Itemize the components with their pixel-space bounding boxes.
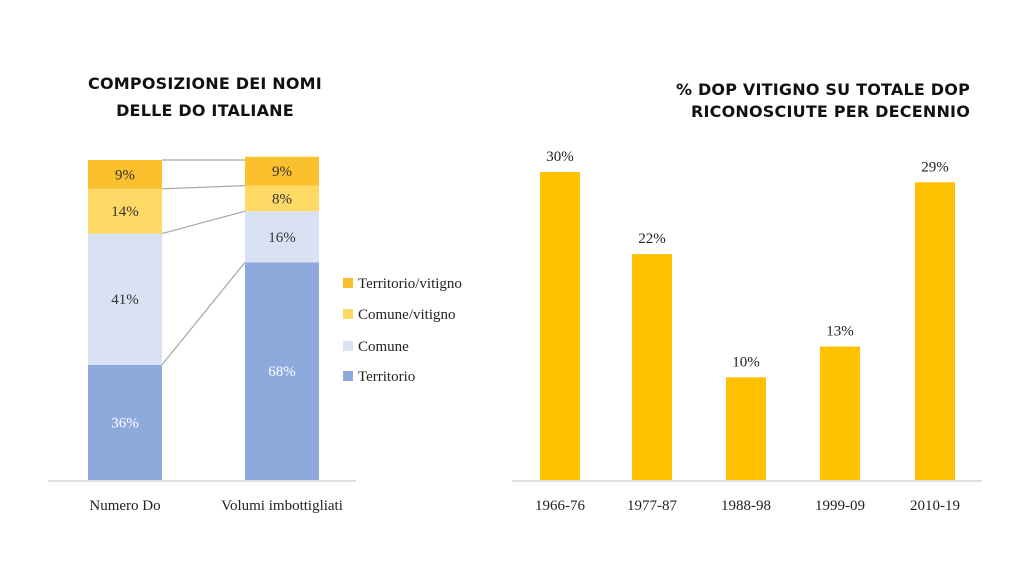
bar-value-label: 30% bbox=[546, 149, 574, 165]
bar bbox=[915, 182, 955, 480]
bar bbox=[540, 172, 580, 480]
segment-label-comune-vitigno: 14% bbox=[111, 204, 139, 220]
segment-label-territorio-vitigno: 9% bbox=[272, 164, 292, 180]
segment-label-territorio: 36% bbox=[111, 415, 139, 431]
legend-label-territorio: Territorio bbox=[358, 369, 415, 385]
connector-line bbox=[161, 210, 246, 235]
right-chart-title: % DOP VITIGNO SU TOTALE DOP RICONOSCIUTE… bbox=[600, 79, 970, 123]
legend-swatch-territorio bbox=[343, 371, 353, 381]
stacked-segment-territorio bbox=[245, 262, 319, 480]
connector-line bbox=[161, 262, 246, 366]
legend-label-comune: Comune bbox=[358, 339, 409, 355]
connector-line bbox=[161, 185, 246, 190]
stacked-segment-territorio bbox=[88, 364, 162, 480]
stacked-segment-comune-vitigno bbox=[245, 185, 319, 212]
bar-value-label: 13% bbox=[826, 324, 854, 340]
left-chart-title-line-1: COMPOSIZIONE DEI NOMI bbox=[88, 74, 322, 93]
x-tick-label: Volumi imbottigliati bbox=[221, 498, 343, 514]
x-tick-label: 1999-09 bbox=[815, 498, 865, 514]
x-tick-label: Numero Do bbox=[89, 498, 160, 514]
x-tick-label: 2010-19 bbox=[910, 498, 960, 514]
segment-label-territorio-vitigno: 9% bbox=[115, 167, 135, 183]
bar-value-label: 22% bbox=[638, 231, 666, 247]
legend-label-comune-vitigno: Comune/vitigno bbox=[358, 307, 456, 323]
bar bbox=[726, 377, 766, 480]
x-tick-label: 1988-98 bbox=[721, 498, 771, 514]
stacked-segment-comune bbox=[245, 211, 319, 263]
x-tick-label: 1977-87 bbox=[627, 498, 677, 514]
legend-swatch-comune-vitigno bbox=[343, 309, 353, 319]
stacked-segment-territorio-vitigno bbox=[88, 160, 162, 189]
right-chart-title-line-2: RICONOSCIUTE PER DECENNIO bbox=[691, 102, 970, 121]
segment-label-comune: 16% bbox=[268, 230, 296, 246]
x-tick-label: 1966-76 bbox=[535, 498, 585, 514]
left-chart-title: COMPOSIZIONE DEI NOMI DELLE DO ITALIANE bbox=[60, 70, 350, 124]
stacked-segment-comune bbox=[88, 233, 162, 365]
segment-label-comune: 41% bbox=[111, 292, 139, 308]
legend-swatch-comune bbox=[343, 341, 353, 351]
legend-swatch-territorio-vitigno bbox=[343, 278, 353, 288]
stacked-segment-territorio-vitigno bbox=[245, 156, 319, 186]
right-chart-title-line-1: % DOP VITIGNO SU TOTALE DOP bbox=[675, 80, 970, 99]
segment-label-territorio: 68% bbox=[268, 364, 296, 380]
segment-label-comune-vitigno: 8% bbox=[272, 191, 292, 207]
stacked-segment-comune-vitigno bbox=[88, 188, 162, 234]
bar bbox=[632, 254, 672, 480]
bar-value-label: 10% bbox=[732, 354, 760, 370]
legend-label-territorio-vitigno: Territorio/vitigno bbox=[358, 276, 462, 292]
left-chart-title-line-2: DELLE DO ITALIANE bbox=[116, 101, 294, 120]
bar bbox=[820, 346, 860, 480]
bar-value-label: 29% bbox=[921, 159, 949, 175]
